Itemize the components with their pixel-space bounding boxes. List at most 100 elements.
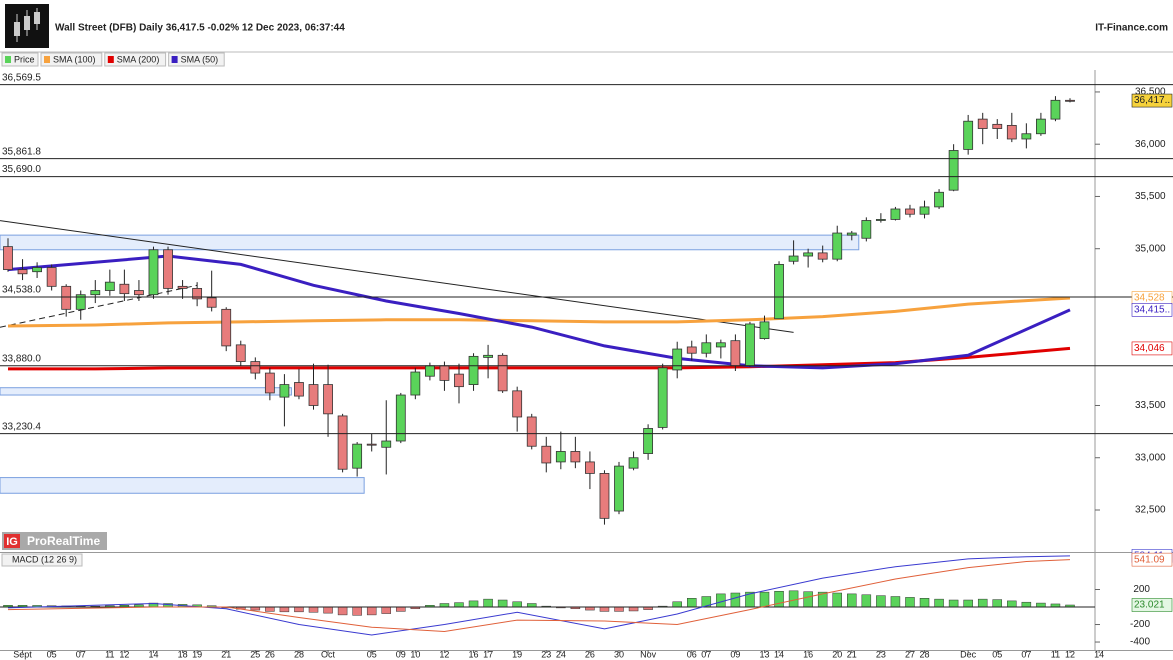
macd-bar <box>861 594 872 608</box>
value-badge-label: 541.09 <box>1134 554 1165 565</box>
x-tick-label: 21 <box>847 649 857 659</box>
candle-body <box>1021 133 1032 140</box>
candle-body <box>250 361 261 374</box>
candle-body <box>206 297 217 308</box>
candle <box>366 433 377 452</box>
source: IT-Finance.com <box>1095 23 1168 34</box>
x-tick-label: 26 <box>585 649 595 659</box>
candle <box>235 340 246 366</box>
support-zone <box>0 234 860 251</box>
x-tick-label: 23 <box>876 649 886 659</box>
candle-body <box>672 348 683 371</box>
x-tick-label: 05 <box>47 649 57 659</box>
macd-bar <box>730 592 741 608</box>
macd-bar <box>672 601 682 608</box>
candle-body <box>977 118 988 129</box>
candle <box>701 334 712 358</box>
macd-bar <box>483 598 493 608</box>
candle <box>308 363 319 410</box>
candle-body <box>992 123 1003 129</box>
x-tick-label: Oct <box>321 649 336 659</box>
candle <box>3 238 13 272</box>
candle <box>672 341 683 379</box>
candle-body <box>17 269 28 275</box>
legend-swatch <box>5 56 11 63</box>
x-tick-label: 28 <box>294 649 304 659</box>
y-tick-label: 33,000 <box>1135 452 1166 463</box>
legend-swatch <box>44 56 50 63</box>
candle <box>919 200 930 219</box>
candle-body <box>264 372 275 394</box>
candle <box>61 284 72 317</box>
candle <box>585 451 595 490</box>
macd-bar <box>396 606 406 612</box>
macd-bar <box>992 599 1003 608</box>
candle-body <box>1065 99 1075 102</box>
candle <box>46 264 57 291</box>
x-tick-label: Sept <box>13 649 32 659</box>
y-tick-label: -200 <box>1130 619 1150 630</box>
candle-body <box>235 344 246 362</box>
candle <box>628 451 639 471</box>
candle <box>323 364 333 437</box>
level-label-bg <box>0 163 42 176</box>
candle <box>294 368 304 400</box>
candle-body <box>875 219 886 221</box>
candle-body <box>454 373 464 388</box>
macd-bar <box>948 599 959 608</box>
macd-bar <box>1007 600 1017 608</box>
legend-label: SMA (100) <box>53 54 96 64</box>
candle <box>1021 123 1032 149</box>
candle <box>32 262 42 278</box>
x-tick-label: 28 <box>920 649 930 659</box>
candle <box>614 461 624 515</box>
legend-box <box>168 52 225 67</box>
candle <box>875 213 886 223</box>
candle <box>1065 98 1075 103</box>
candle-body <box>410 371 421 396</box>
candle-body <box>395 394 406 442</box>
legend-label: Price <box>14 54 35 64</box>
x-tick-label: 14 <box>1094 649 1104 659</box>
candle <box>846 230 857 241</box>
x-tick-label: 09 <box>396 649 406 659</box>
x-tick-label: 27 <box>905 649 915 659</box>
candle-body <box>497 354 508 392</box>
candle <box>337 413 348 473</box>
x-tick-label: 25 <box>250 649 260 659</box>
candle <box>977 112 988 145</box>
candle <box>934 189 944 209</box>
level-label-bg <box>0 352 42 365</box>
macd-bar <box>526 603 537 608</box>
legend-box <box>40 52 103 67</box>
x-tick-label: 11 <box>105 649 114 659</box>
candle-body <box>163 249 173 289</box>
candle-body <box>686 346 697 354</box>
support-zone <box>0 477 365 494</box>
candle <box>90 280 101 304</box>
macd-bar <box>512 601 522 608</box>
indicator-line <box>8 346 1071 371</box>
macd-bar <box>337 606 348 616</box>
value-badge <box>1131 341 1173 356</box>
macd-bar <box>774 591 784 608</box>
y-tick-label: 32,500 <box>1135 505 1166 516</box>
candle-body <box>715 342 726 348</box>
candle <box>221 307 232 352</box>
macd-bar <box>687 598 697 608</box>
candle <box>643 424 654 460</box>
candle-body <box>657 367 668 428</box>
support-zone <box>0 387 292 396</box>
candle-body <box>1036 118 1046 135</box>
value-badge-label: 34,046 <box>1134 343 1165 354</box>
x-tick-label: 13 <box>759 649 769 659</box>
candle <box>1050 96 1061 122</box>
candle-body <box>585 461 595 474</box>
candle-body <box>352 443 363 469</box>
candle-body <box>628 457 639 469</box>
candle-body <box>308 384 319 406</box>
candle-body <box>846 232 857 236</box>
macd-bar <box>468 600 479 608</box>
value-badge-label: 36,417.. <box>1134 95 1170 106</box>
candle-body <box>817 252 828 260</box>
